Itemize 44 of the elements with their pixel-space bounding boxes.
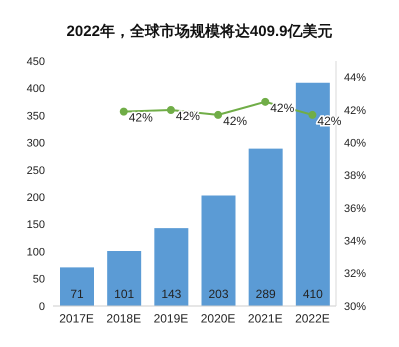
point [120,108,128,116]
bar [107,251,142,306]
y2-tick-label: 38% [344,170,366,182]
x-tick-label: 2022E [295,312,330,326]
data-label: 143 [161,287,182,301]
bar [248,148,283,306]
data-label: 71 [70,287,84,301]
data-label: 410 [302,287,324,301]
data-label: 42% [128,110,154,125]
y-tick-label: 200 [26,192,45,204]
y-tick-label: 350 [26,110,45,122]
data-label: 42% [223,114,248,128]
point [166,106,175,114]
x-tick-label: 2018E [106,312,142,326]
y2-tick-label: 36% [344,202,366,215]
y2-tick-label: 34% [344,236,366,248]
y-tick-label: 400 [26,83,45,96]
bar [202,195,236,306]
y-tick-label: 100 [26,246,45,258]
y-tick-label: 450 [26,56,45,68]
chart-title: 2022年，全球市场规模将达409.9亿美元 [66,22,334,42]
data-label: 203 [208,287,229,301]
x-tick-label: 2019E [154,312,188,326]
y2-tick-label: 40% [344,138,366,150]
y-tick-label: 250 [26,164,45,177]
point [214,110,222,119]
y2-tick-label: 44% [344,72,366,84]
y-tick-label: 50 [32,274,45,286]
y2-tick-label: 42% [344,104,366,117]
data-label: 42% [176,109,200,123]
x-tick-label: 2020E [200,312,236,326]
y-tick-label: 150 [26,219,45,232]
x-tick-label: 2017E [59,312,94,326]
data-label: 101 [114,287,134,301]
bar [60,267,94,306]
x-tick-label: 2021E [248,312,283,326]
point [261,98,270,106]
point [308,110,316,119]
bar [154,228,188,306]
y2-tick-label: 32% [344,268,366,280]
data-label: 289 [256,287,276,301]
y-tick-label: 300 [26,138,45,150]
y-tick-label: 0 [38,300,45,313]
y2-tick-label: 30% [344,300,366,313]
